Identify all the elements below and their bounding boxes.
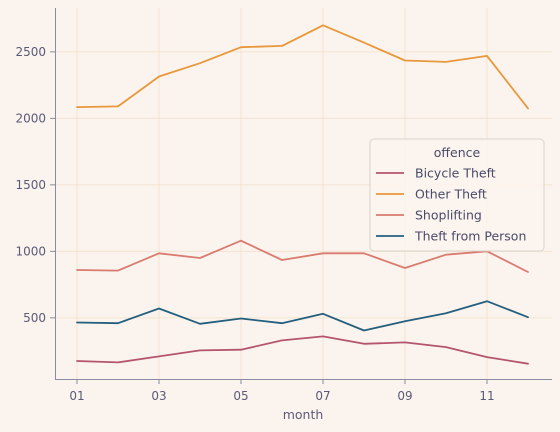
- x-tick-label: 01: [69, 389, 84, 403]
- y-tick-label: 2000: [15, 111, 46, 125]
- legend-items: Bicycle Theft Other Theft Shoplifting Theft…: [376, 166, 526, 244]
- y-tick-label: 1500: [15, 178, 46, 192]
- y-tick-label: 1000: [15, 244, 46, 258]
- y-tick-label: 2500: [15, 45, 46, 59]
- x-axis-title: month: [283, 407, 324, 422]
- series-line-bicycle-theft: [76, 335, 529, 365]
- series-line-theft-from-person: [76, 300, 529, 332]
- x-tick-label: 07: [315, 389, 330, 403]
- y-tick-label: 500: [23, 311, 46, 325]
- series-line-shoplifting: [76, 239, 529, 273]
- y-ticks: 500 1000 1500 2000 2500: [15, 45, 55, 325]
- legend-label-bicycle-theft: Bicycle Theft: [415, 166, 496, 181]
- x-tick-label: 05: [233, 389, 248, 403]
- legend-label-shoplifting: Shoplifting: [415, 208, 482, 223]
- legend: offence Bicycle Theft Other Theft Shoplift…: [369, 138, 545, 252]
- legend-box: [369, 138, 545, 252]
- legend-label-other-theft: Other Theft: [415, 187, 487, 202]
- legend-title: offence: [434, 145, 481, 160]
- x-tick-label: 09: [397, 389, 412, 403]
- series-lines: [76, 24, 529, 365]
- x-ticks: 01 03 05 07 09 11: [69, 379, 495, 403]
- x-tick-label: 11: [479, 389, 494, 403]
- grid-lines: [55, 8, 552, 379]
- series-line-other-theft: [76, 24, 529, 110]
- legend-label-theft-from-person: Theft from Person: [414, 229, 526, 244]
- axes: [55, 8, 552, 380]
- x-tick-label: 03: [151, 389, 166, 403]
